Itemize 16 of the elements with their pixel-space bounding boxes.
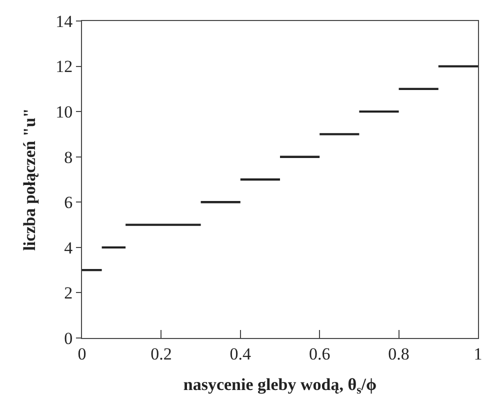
x-tick-label: 0.2 (150, 344, 172, 364)
y-axis-title: liczba połączeń "u" (20, 108, 40, 251)
x-tick-label: 0.8 (388, 344, 410, 364)
y-tick-label: 10 (56, 102, 73, 122)
x-tick-label: 0.4 (230, 344, 252, 364)
y-tick-label: 2 (64, 284, 73, 303)
y-tick-label: 8 (64, 148, 73, 167)
x-axis-title: nasycenie gleby wodą, θ$_{s}$/ϕ (183, 374, 377, 396)
y-tick-label: 6 (64, 193, 73, 212)
x-tick-label: 0.6 (308, 344, 330, 364)
y-tick-label: 4 (64, 238, 74, 258)
y-tick-label: 12 (56, 57, 73, 76)
x-tick-label: 0 (78, 344, 86, 364)
x-tick-label: 1 (474, 344, 482, 364)
y-tick-label: 14 (56, 12, 74, 31)
y-tick-label: 0 (64, 328, 73, 348)
